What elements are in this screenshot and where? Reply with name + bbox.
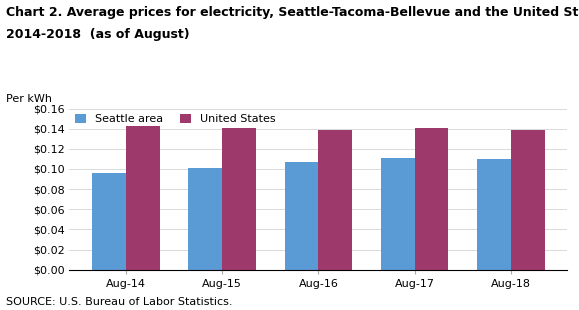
Text: Chart 2. Average prices for electricity, Seattle-Tacoma-Bellevue and the United : Chart 2. Average prices for electricity,… (6, 6, 579, 19)
Bar (381, 158, 415, 270)
Bar (318, 130, 352, 270)
Bar (188, 168, 222, 270)
Text: 2014-2018  (as of August): 2014-2018 (as of August) (6, 28, 189, 41)
Bar (92, 173, 126, 270)
Bar (511, 130, 545, 270)
Bar (285, 162, 318, 270)
Bar (126, 126, 160, 270)
Bar (477, 159, 511, 270)
Text: Per kWh: Per kWh (6, 94, 52, 104)
Bar (415, 128, 449, 270)
Legend: Seattle area, United States: Seattle area, United States (75, 114, 276, 124)
Text: SOURCE: U.S. Bureau of Labor Statistics.: SOURCE: U.S. Bureau of Labor Statistics. (6, 297, 232, 307)
Bar (222, 128, 256, 270)
